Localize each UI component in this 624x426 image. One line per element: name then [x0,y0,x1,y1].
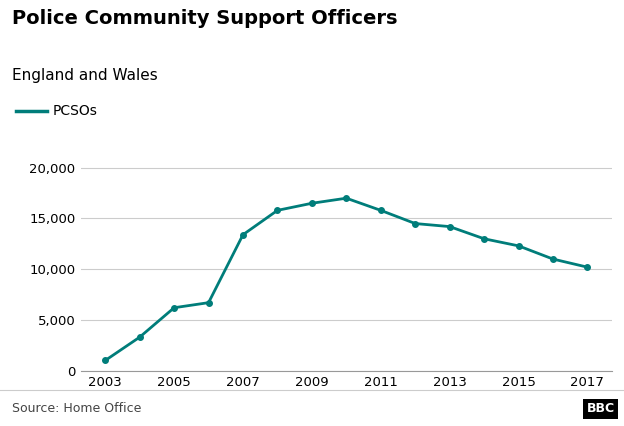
Text: Police Community Support Officers: Police Community Support Officers [12,9,398,28]
Text: Source: Home Office: Source: Home Office [12,403,142,415]
Text: BBC: BBC [587,403,615,415]
Text: PCSOs: PCSOs [53,104,98,118]
Text: England and Wales: England and Wales [12,68,158,83]
